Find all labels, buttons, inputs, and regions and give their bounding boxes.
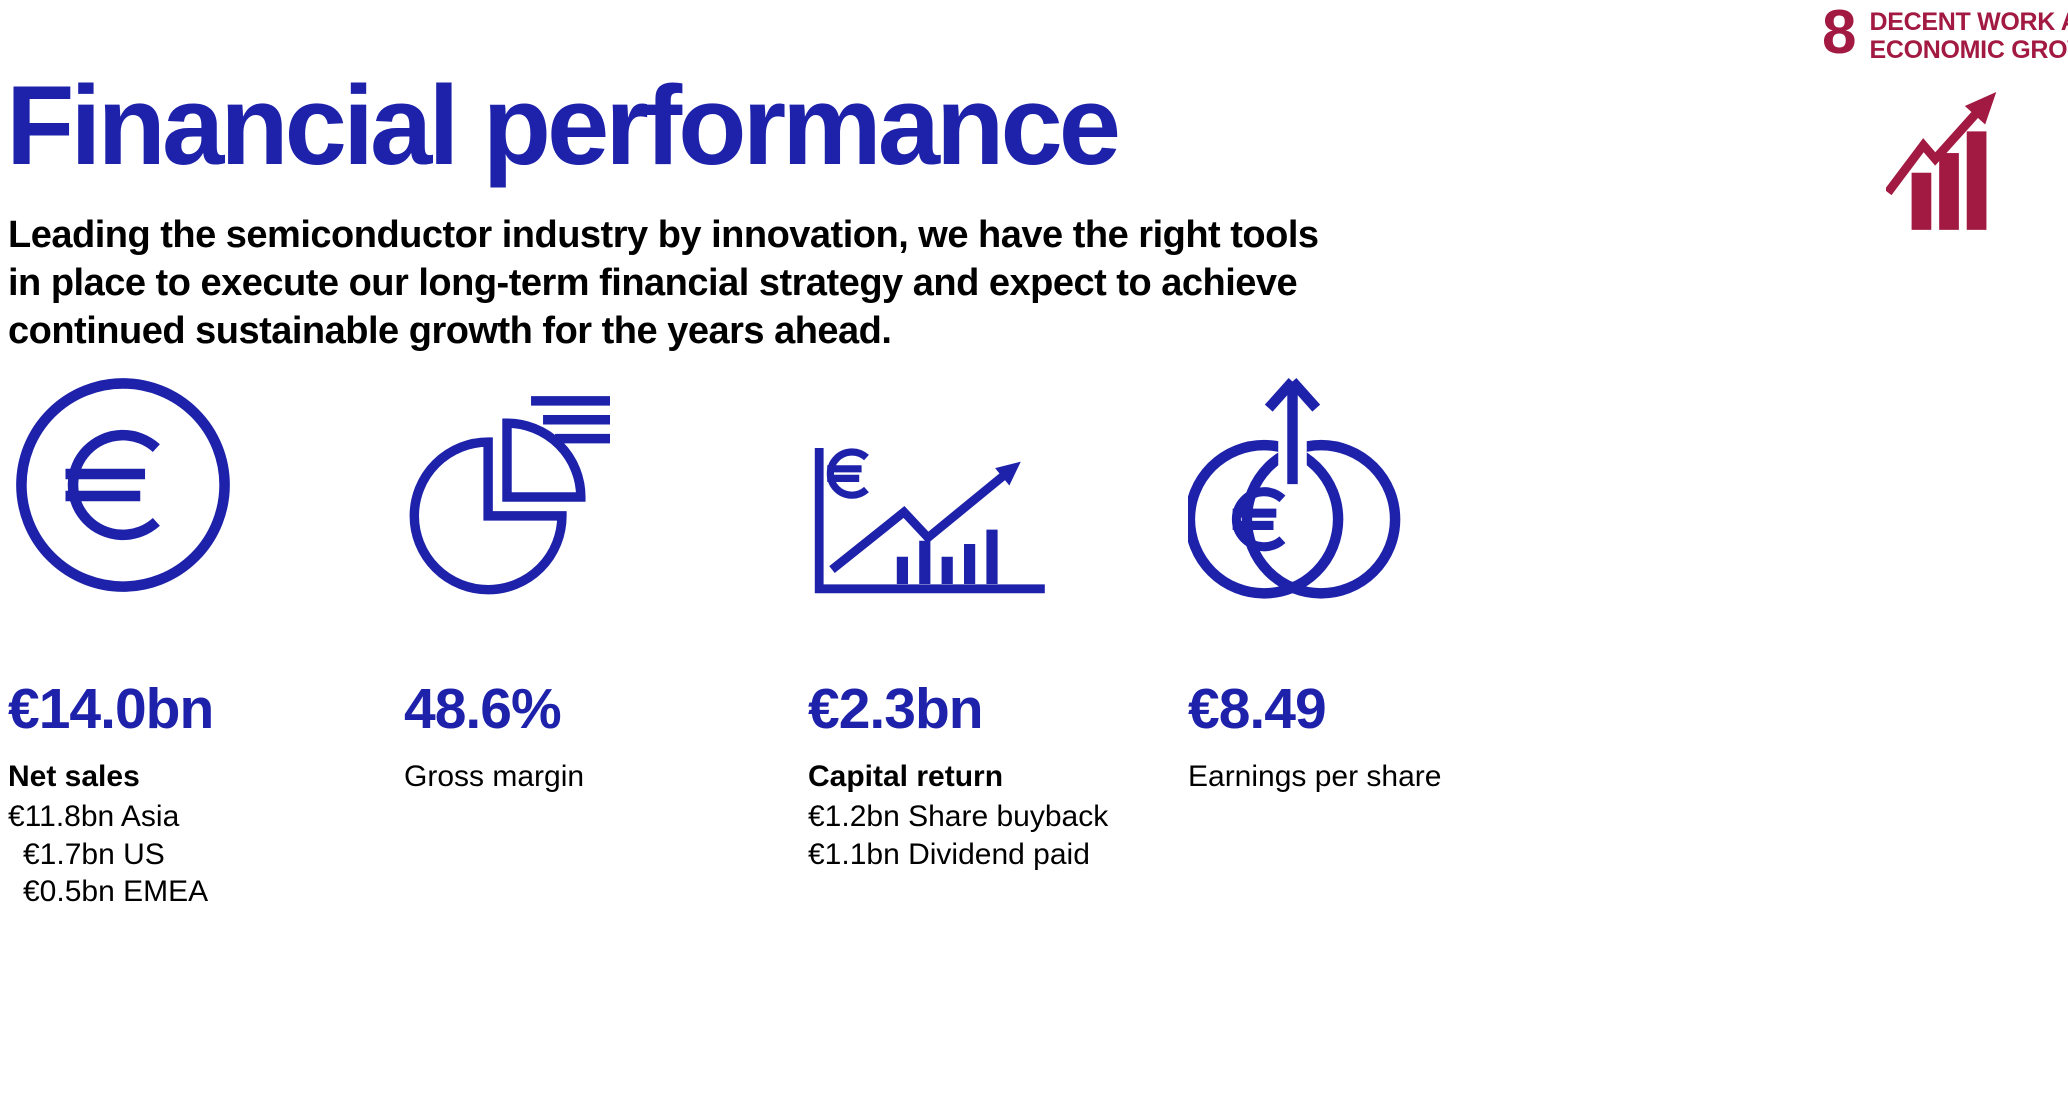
stat-detail: €11.8bn Asia xyxy=(8,800,180,833)
stat-label: Net sales xyxy=(8,760,140,793)
net-sales-icon-box xyxy=(8,358,238,600)
sdg-title: DECENT WORK AND ECONOMIC GROWTH xyxy=(1869,6,2068,64)
stat-net-sales: €14.0bn Net sales €11.8bn Asia €1.7bn US… xyxy=(8,358,404,911)
gross-margin-icon-box xyxy=(404,358,610,600)
intro-paragraph: Leading the semiconductor industry by in… xyxy=(8,212,1319,356)
stat-value: €8.49 xyxy=(1188,677,1327,741)
euro-coins-up-arrow-icon xyxy=(1188,378,1401,599)
capital-return-icon-box xyxy=(808,358,1048,600)
stat-detail: €1.2bn Share buyback xyxy=(808,800,1109,833)
intro-line-1: Leading the semiconductor industry by in… xyxy=(8,214,1319,256)
intro-line-3: continued sustainable growth for the yea… xyxy=(8,309,892,352)
stat-label: Gross margin xyxy=(404,760,585,793)
eps-icon-box xyxy=(1188,358,1416,600)
stat-detail: €0.5bn EMEA xyxy=(23,875,209,908)
pie-chart-icon xyxy=(409,396,610,595)
sdg-title-line-2: ECONOMIC GROWTH xyxy=(1869,35,2068,64)
page-title: Financial performance xyxy=(6,63,1121,189)
sdg-8-badge: 8 DECENT WORK AND ECONOMIC GROWTH xyxy=(1822,0,2068,230)
stat-earnings-per-share: €8.49 Earnings per share xyxy=(1188,358,1441,911)
stat-label: Capital return xyxy=(808,760,1004,793)
sdg-number: 8 xyxy=(1822,0,1857,67)
sdg-icon-wrap xyxy=(1886,82,2068,230)
euro-coin-icon xyxy=(16,378,230,592)
sdg-title-line-1: DECENT WORK AND xyxy=(1869,8,2068,36)
stats-row: €14.0bn Net sales €11.8bn Asia €1.7bn US… xyxy=(8,358,1441,911)
intro-line-2: in place to execute our long-term financ… xyxy=(8,261,1298,304)
stat-value: €2.3bn xyxy=(808,677,984,741)
stat-capital-return: €2.3bn Capital return €1.2bn Share buyba… xyxy=(808,358,1188,911)
stat-value: 48.6% xyxy=(404,677,562,741)
sdg-8-header: 8 DECENT WORK AND ECONOMIC GROWTH xyxy=(1822,0,2068,67)
stat-label: Earnings per share xyxy=(1188,760,1442,793)
euro-growth-chart-icon xyxy=(814,448,1045,594)
stat-detail: €1.7bn US xyxy=(23,837,165,871)
stat-gross-margin: 48.6% Gross margin xyxy=(404,358,808,911)
growth-bars-arrow-icon xyxy=(1886,92,1997,230)
stat-value: €14.0bn xyxy=(8,677,214,741)
stat-detail: €1.1bn Dividend paid xyxy=(808,837,1090,871)
